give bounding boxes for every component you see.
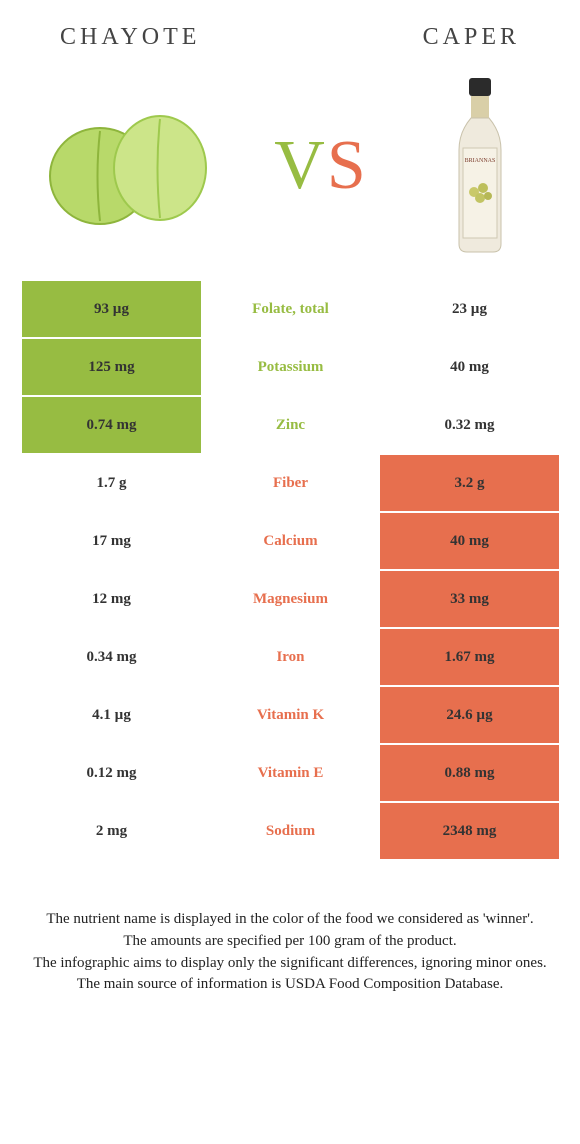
infographic-container: CHAYOTE CAPER VS BRIANNAS <box>0 0 580 996</box>
footnote-line: The infographic aims to display only the… <box>26 953 554 975</box>
right-value: 33 mg <box>380 571 559 627</box>
right-value: 0.88 mg <box>380 745 559 801</box>
nutrient-name: Vitamin K <box>201 687 380 743</box>
vs-s: S <box>327 126 366 206</box>
left-value: 17 mg <box>22 513 201 569</box>
nutrient-name: Zinc <box>201 397 380 453</box>
footnotes: The nutrient name is displayed in the co… <box>0 909 580 996</box>
left-value: 0.34 mg <box>22 629 201 685</box>
caper-image: BRIANNAS <box>420 76 540 256</box>
table-row: 0.12 mgVitamin E0.88 mg <box>22 745 558 803</box>
right-value: 3.2 g <box>380 455 559 511</box>
right-value: 23 µg <box>380 281 559 337</box>
left-value: 0.12 mg <box>22 745 201 801</box>
table-row: 0.74 mgZinc0.32 mg <box>22 397 558 455</box>
table-row: 2 mgSodium2348 mg <box>22 803 558 859</box>
hero-row: VS BRIANNAS <box>0 61 580 281</box>
table-row: 17 mgCalcium40 mg <box>22 513 558 571</box>
nutrient-name: Iron <box>201 629 380 685</box>
chayote-icon <box>45 96 215 236</box>
left-food-title: CHAYOTE <box>60 24 200 51</box>
right-value: 2348 mg <box>380 803 559 859</box>
nutrient-name: Magnesium <box>201 571 380 627</box>
table-row: 0.34 mgIron1.67 mg <box>22 629 558 687</box>
right-value: 40 mg <box>380 513 559 569</box>
left-value: 125 mg <box>22 339 201 395</box>
left-value: 12 mg <box>22 571 201 627</box>
vs-label: VS <box>274 126 366 206</box>
footnote-line: The main source of information is USDA F… <box>26 974 554 996</box>
chayote-image <box>40 96 220 236</box>
right-value: 1.67 mg <box>380 629 559 685</box>
nutrient-name: Folate, total <box>201 281 380 337</box>
right-value: 24.6 µg <box>380 687 559 743</box>
left-value: 0.74 mg <box>22 397 201 453</box>
bottle-icon: BRIANNAS <box>445 76 515 256</box>
nutrient-table: 93 µgFolate, total23 µg125 mgPotassium40… <box>22 281 558 859</box>
right-food-title: CAPER <box>423 24 520 51</box>
left-value: 2 mg <box>22 803 201 859</box>
vs-v: V <box>274 126 325 206</box>
nutrient-name: Sodium <box>201 803 380 859</box>
nutrient-name: Calcium <box>201 513 380 569</box>
right-value: 0.32 mg <box>380 397 559 453</box>
nutrient-name: Vitamin E <box>201 745 380 801</box>
footnote-line: The amounts are specified per 100 gram o… <box>26 931 554 953</box>
nutrient-name: Fiber <box>201 455 380 511</box>
svg-text:BRIANNAS: BRIANNAS <box>465 158 496 164</box>
table-row: 4.1 µgVitamin K24.6 µg <box>22 687 558 745</box>
table-row: 125 mgPotassium40 mg <box>22 339 558 397</box>
header: CHAYOTE CAPER <box>0 0 580 61</box>
nutrient-name: Potassium <box>201 339 380 395</box>
left-value: 4.1 µg <box>22 687 201 743</box>
table-row: 12 mgMagnesium33 mg <box>22 571 558 629</box>
table-row: 1.7 gFiber3.2 g <box>22 455 558 513</box>
left-value: 93 µg <box>22 281 201 337</box>
left-value: 1.7 g <box>22 455 201 511</box>
right-value: 40 mg <box>380 339 559 395</box>
footnote-line: The nutrient name is displayed in the co… <box>26 909 554 931</box>
table-row: 93 µgFolate, total23 µg <box>22 281 558 339</box>
